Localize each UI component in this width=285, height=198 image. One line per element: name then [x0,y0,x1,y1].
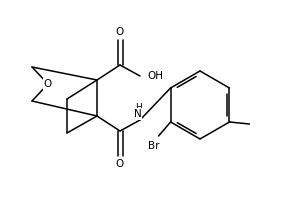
Text: O: O [116,27,124,37]
Text: O: O [116,159,124,169]
Text: O: O [44,79,52,89]
Text: H: H [135,103,141,112]
Text: Br: Br [148,141,159,151]
Text: OH: OH [147,71,163,81]
Text: N: N [134,109,142,119]
